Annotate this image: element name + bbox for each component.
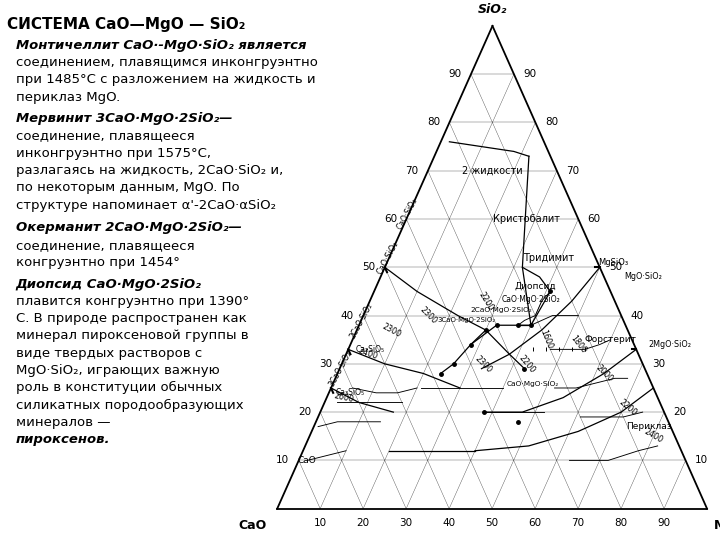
Text: Ca₂SiO₅: Ca₂SiO₅	[355, 345, 384, 354]
Text: Монтичеллит CaO·-MgO·SiO₂ является: Монтичеллит CaO·-MgO·SiO₂ является	[16, 39, 306, 52]
Text: 2400: 2400	[642, 427, 665, 445]
Text: 1800: 1800	[569, 334, 588, 355]
Text: 2400: 2400	[356, 347, 379, 362]
Text: структуре напоминает α'-2CaO·αSiO₂: структуре напоминает α'-2CaO·αSiO₂	[16, 199, 276, 212]
Text: 20: 20	[356, 518, 370, 528]
Text: периклаз MgO.: периклаз MgO.	[16, 91, 120, 104]
Text: 10: 10	[695, 455, 708, 465]
Text: виде твердых растворов с: виде твердых растворов с	[16, 347, 202, 360]
Text: MgO·SiO₂, играющих важную: MgO·SiO₂, играющих важную	[16, 364, 220, 377]
Text: 2000: 2000	[594, 363, 614, 384]
Text: Кристобалит: Кристобалит	[493, 214, 560, 224]
Text: SiO₂: SiO₂	[478, 3, 507, 16]
Text: конгруэнтно при 1454°: конгруэнтно при 1454°	[16, 256, 180, 269]
Text: 30: 30	[652, 359, 665, 369]
Text: CaO: CaO	[238, 519, 266, 532]
Text: С. В природе распространен как: С. В природе распространен как	[16, 312, 246, 325]
Text: Окерманит 2CaO·MgO·2SiO₂—: Окерманит 2CaO·MgO·2SiO₂—	[16, 221, 242, 234]
Text: Тридимит: Тридимит	[523, 253, 574, 262]
Text: 50: 50	[362, 262, 376, 272]
Text: 2200: 2200	[517, 353, 536, 375]
Text: 10: 10	[314, 518, 327, 528]
Text: силикатных породообразующих: силикатных породообразующих	[16, 399, 243, 411]
Text: по некоторым данным, MgO. По: по некоторым данным, MgO. По	[16, 181, 240, 194]
Text: Диопсид: Диопсид	[515, 282, 556, 291]
Text: CaO·MgO·2SiO₂: CaO·MgO·2SiO₂	[502, 295, 560, 304]
Text: 90: 90	[523, 69, 536, 79]
Text: 70: 70	[566, 166, 580, 176]
Text: 60: 60	[528, 518, 541, 528]
Text: 50: 50	[485, 518, 499, 528]
Text: 2200: 2200	[617, 397, 638, 417]
Text: 2300: 2300	[473, 354, 494, 374]
Text: 10: 10	[276, 455, 289, 465]
Text: 2200: 2200	[477, 290, 495, 312]
Text: соединением, плавящимся инконгруэнтно: соединением, плавящимся инконгруэнтно	[16, 56, 318, 69]
Text: 2300: 2300	[380, 321, 402, 339]
Text: Диопсид CaO·MgO·2SiO₂: Диопсид CaO·MgO·2SiO₂	[16, 278, 202, 291]
Text: 2CaO·SiO₂: 2CaO·SiO₂	[348, 301, 375, 340]
Text: СИСТЕМА CaO—MgO — SiO₂: СИСТЕМА CaO—MgO — SiO₂	[7, 17, 246, 32]
Text: роль в конституции обычных: роль в конституции обычных	[16, 381, 222, 394]
Text: соединение, плавящееся: соединение, плавящееся	[16, 239, 194, 252]
Text: минерал пироксеновой группы в: минерал пироксеновой группы в	[16, 329, 248, 342]
Text: 2MgO·SiO₂: 2MgO·SiO₂	[649, 340, 691, 349]
Text: 40: 40	[631, 310, 644, 321]
Text: Форстерит: Форстерит	[585, 335, 636, 344]
Text: инконгруэнтно при 1575°C,: инконгруэнтно при 1575°C,	[16, 147, 211, 160]
Text: 20: 20	[298, 407, 311, 417]
Text: 2600: 2600	[333, 391, 355, 404]
Text: 70: 70	[405, 166, 418, 176]
Text: 80: 80	[545, 118, 558, 127]
Text: 80: 80	[427, 118, 440, 127]
Text: плавится конгруэнтно при 1390°: плавится конгруэнтно при 1390°	[16, 295, 249, 308]
Text: 3CaO·MgO·2SiO₂: 3CaO·MgO·2SiO₂	[438, 317, 495, 323]
Text: пироксенов.: пироксенов.	[16, 433, 110, 446]
Text: Мервинит 3CaO·MgO·2SiO₂—: Мервинит 3CaO·MgO·2SiO₂—	[16, 112, 233, 125]
Text: CaO: CaO	[298, 456, 317, 465]
Text: MgSiO₃: MgSiO₃	[598, 258, 628, 267]
Text: 40: 40	[443, 518, 456, 528]
Text: минералов —: минералов —	[16, 416, 114, 429]
Text: Периклаз: Периклаз	[626, 422, 672, 431]
Text: 30: 30	[400, 518, 413, 528]
Text: 50: 50	[609, 262, 622, 272]
Text: 60: 60	[588, 214, 600, 224]
Text: 70: 70	[572, 518, 585, 528]
Text: разлагаясь на жидкость, 2CaO·SiO₂ и,: разлагаясь на жидкость, 2CaO·SiO₂ и,	[16, 164, 283, 177]
Text: 90: 90	[449, 69, 462, 79]
Text: 90: 90	[657, 518, 670, 528]
Text: 2300: 2300	[418, 305, 438, 326]
Text: 60: 60	[384, 214, 397, 224]
Text: 40: 40	[341, 310, 354, 321]
Text: 2 жидкости: 2 жидкости	[462, 166, 523, 176]
Text: соединение, плавящееся: соединение, плавящееся	[16, 130, 194, 143]
Text: 3CaO·SiO₂: 3CaO·SiO₂	[327, 349, 354, 388]
Text: 1600: 1600	[538, 329, 554, 350]
Text: CaO·MgO·SiO₂: CaO·MgO·SiO₂	[507, 381, 559, 387]
Text: 20: 20	[673, 407, 687, 417]
Text: 30: 30	[319, 359, 333, 369]
Text: при 1485°C с разложением на жидкость и: при 1485°C с разложением на жидкость и	[16, 73, 315, 86]
Text: 2CaO·MgO·2SiO₂: 2CaO·MgO·2SiO₂	[470, 307, 532, 313]
Text: CaO·SiO₂: CaO·SiO₂	[375, 239, 400, 276]
Text: 80: 80	[614, 518, 628, 528]
Text: CaO·SiO₃: CaO·SiO₃	[395, 197, 419, 232]
Text: MgO·SiO₂: MgO·SiO₂	[624, 273, 662, 281]
Text: MgO: MgO	[714, 519, 720, 532]
Text: Ca₃SiO₅: Ca₃SiO₅	[336, 388, 365, 397]
